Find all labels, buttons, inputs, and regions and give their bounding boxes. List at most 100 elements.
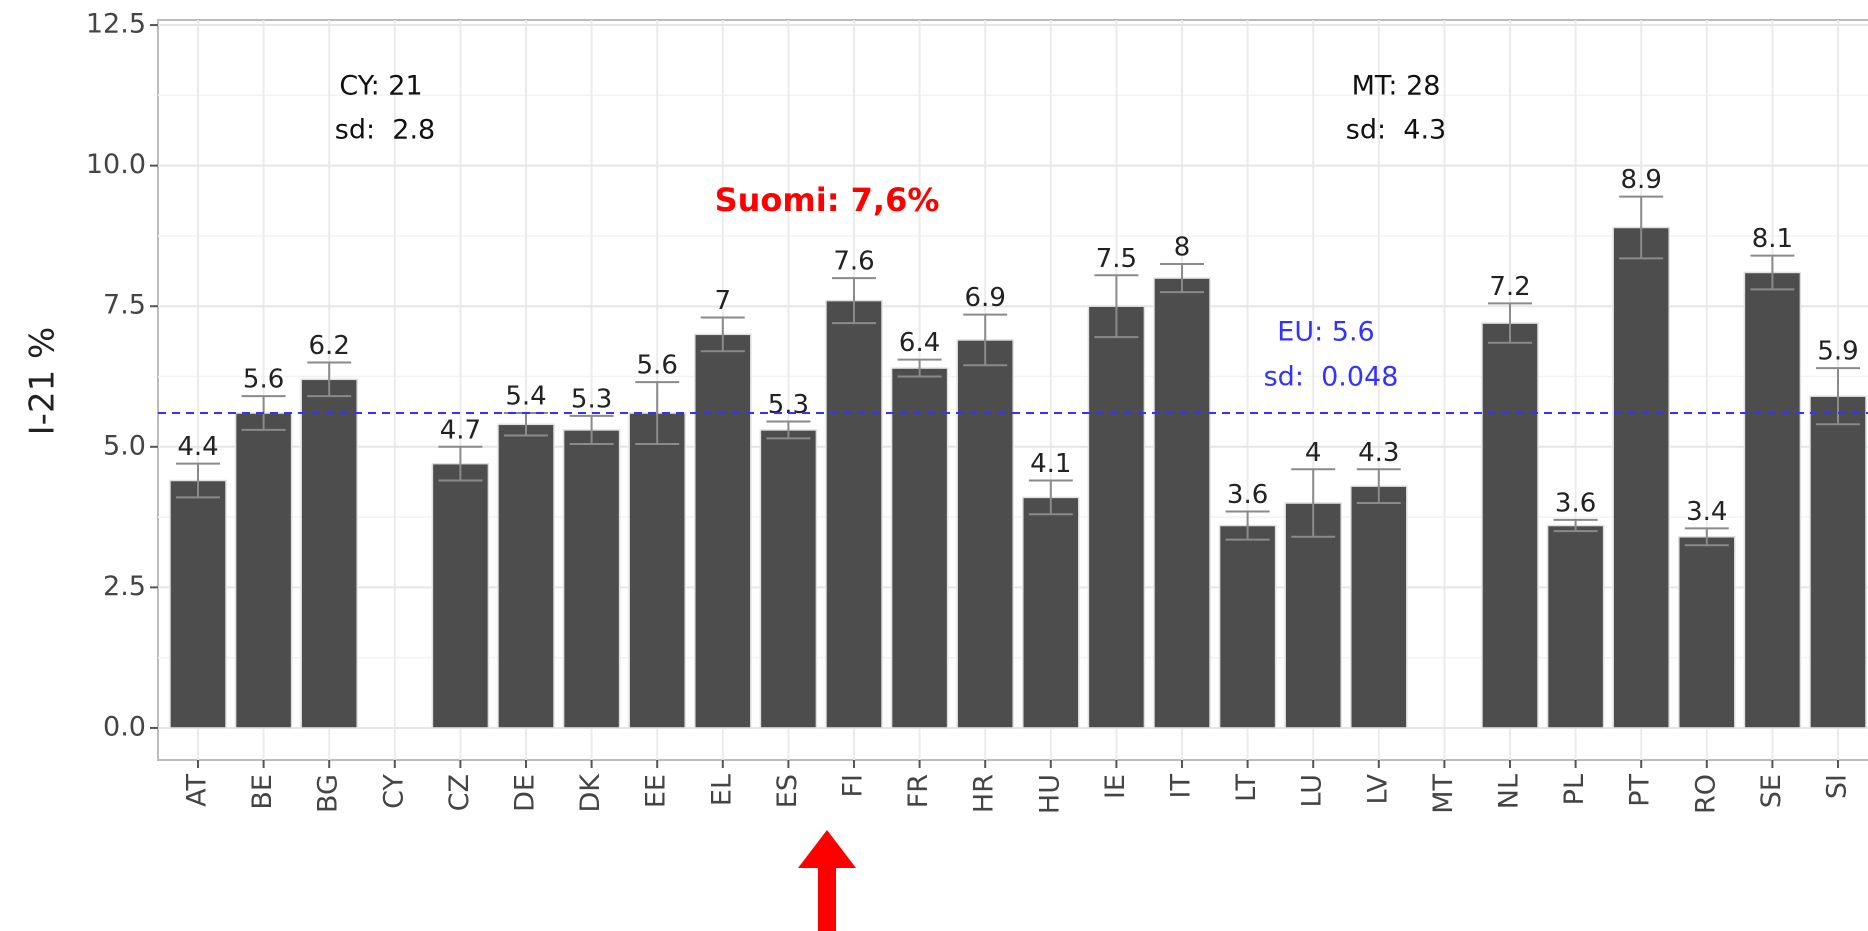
value-label: 3.4 xyxy=(1686,497,1727,527)
bar xyxy=(431,462,490,729)
error-bar xyxy=(569,414,614,445)
y-tick-label: 2.5 xyxy=(103,571,146,602)
bar xyxy=(694,333,752,729)
value-label: 5.6 xyxy=(243,365,284,395)
bar xyxy=(1087,305,1146,729)
x-tick-label: LV xyxy=(1362,773,1393,804)
bar xyxy=(825,299,883,729)
error-bar xyxy=(1094,274,1139,339)
value-label: 4.4 xyxy=(177,432,218,462)
bar xyxy=(1809,395,1867,729)
error-bar xyxy=(1488,302,1532,344)
value-label: 7 xyxy=(715,286,732,316)
error-bar xyxy=(766,420,811,440)
value-label: 6.4 xyxy=(899,328,940,358)
x-tick-label: BE xyxy=(247,774,278,810)
bar xyxy=(1218,524,1277,729)
x-tick-label: NL xyxy=(1494,774,1525,809)
bar xyxy=(1153,277,1211,729)
annotation: sd: 4.3 xyxy=(1346,115,1446,146)
error-bar xyxy=(1816,367,1860,426)
value-label: 3.6 xyxy=(1227,480,1268,510)
value-label: 5.9 xyxy=(1817,337,1858,367)
y-tick-label: 5.0 xyxy=(103,430,146,461)
y-tick-label: 7.5 xyxy=(103,290,146,321)
arrow xyxy=(798,830,856,931)
bar xyxy=(1546,524,1605,729)
x-tick-label: IE xyxy=(1100,774,1131,799)
bar xyxy=(497,423,555,729)
error-bar xyxy=(1619,195,1664,260)
value-label: 3.6 xyxy=(1555,488,1596,518)
annotation: Suomi: 7,6% xyxy=(715,181,940,219)
annotation: MT: 28 xyxy=(1352,71,1441,102)
bar xyxy=(1678,536,1736,729)
x-tick-label: PL xyxy=(1559,774,1590,805)
value-label: 6.2 xyxy=(309,331,350,361)
x-tick-label: RO xyxy=(1690,774,1721,814)
annotation: CY: 21 xyxy=(339,71,422,102)
error-bar xyxy=(1750,254,1795,291)
annotation: sd: 0.048 xyxy=(1264,362,1399,393)
x-tick-label: AT xyxy=(182,774,213,807)
value-label: 5.3 xyxy=(768,390,809,420)
bar xyxy=(300,378,358,729)
annotation: EU: 5.6 xyxy=(1277,317,1374,348)
x-tick-label: LT xyxy=(1231,774,1262,802)
error-bar xyxy=(897,358,942,378)
x-tick-label: PT xyxy=(1625,773,1656,806)
value-label: 7.5 xyxy=(1096,244,1137,274)
value-label: 4.3 xyxy=(1358,438,1399,468)
x-tick-label: FR xyxy=(903,774,934,808)
bar xyxy=(1350,485,1408,729)
bar xyxy=(628,412,686,729)
bar xyxy=(1612,226,1670,729)
x-tick-label: BG xyxy=(313,774,344,813)
error-bar xyxy=(1356,468,1401,505)
error-bar xyxy=(963,313,1008,367)
value-label: 4 xyxy=(1305,438,1322,468)
value-label: 8.9 xyxy=(1621,165,1662,195)
error-bar xyxy=(832,277,876,325)
value-label: 7.2 xyxy=(1489,272,1530,302)
value-label: 6.9 xyxy=(965,283,1006,313)
annotation: sd: 2.8 xyxy=(335,115,435,146)
value-label: 4.7 xyxy=(440,415,481,445)
value-label: 8.1 xyxy=(1752,224,1793,254)
y-axis-label: I-21 % xyxy=(23,327,63,436)
value-label: 7.6 xyxy=(833,247,874,277)
value-label: 4.1 xyxy=(1030,449,1071,479)
error-bar xyxy=(700,316,745,353)
x-tick-label: DK xyxy=(575,773,606,813)
value-label: 5.4 xyxy=(505,382,546,412)
x-tick-label: DE xyxy=(510,774,541,812)
error-bar xyxy=(176,462,220,499)
x-tick-label: ES xyxy=(772,774,803,808)
y-tick-label: 10.0 xyxy=(86,149,146,180)
y-tick-label: 0.0 xyxy=(103,711,146,742)
x-tick-label: IT xyxy=(1166,774,1197,799)
bar xyxy=(1481,322,1539,729)
error-bar xyxy=(1291,468,1336,538)
bar xyxy=(1743,271,1802,729)
x-tick-label: FI xyxy=(838,774,869,798)
value-label: 5.3 xyxy=(571,384,612,414)
error-bar xyxy=(1684,527,1729,547)
error-bar xyxy=(307,361,352,398)
error-bar xyxy=(1028,479,1073,516)
error-bar xyxy=(1160,263,1204,294)
x-tick-label: EE xyxy=(641,774,672,808)
value-label: 5.6 xyxy=(637,351,678,381)
bar xyxy=(956,339,1014,729)
error-bar xyxy=(1553,518,1598,533)
x-tick-label: EL xyxy=(706,774,737,806)
x-tick-label: HU xyxy=(1034,774,1065,814)
bar xyxy=(234,412,293,729)
bar xyxy=(1022,496,1080,729)
error-bar xyxy=(438,445,483,482)
x-tick-label: SE xyxy=(1756,774,1787,808)
x-tick-label: LU xyxy=(1297,774,1328,807)
bar xyxy=(890,367,949,729)
